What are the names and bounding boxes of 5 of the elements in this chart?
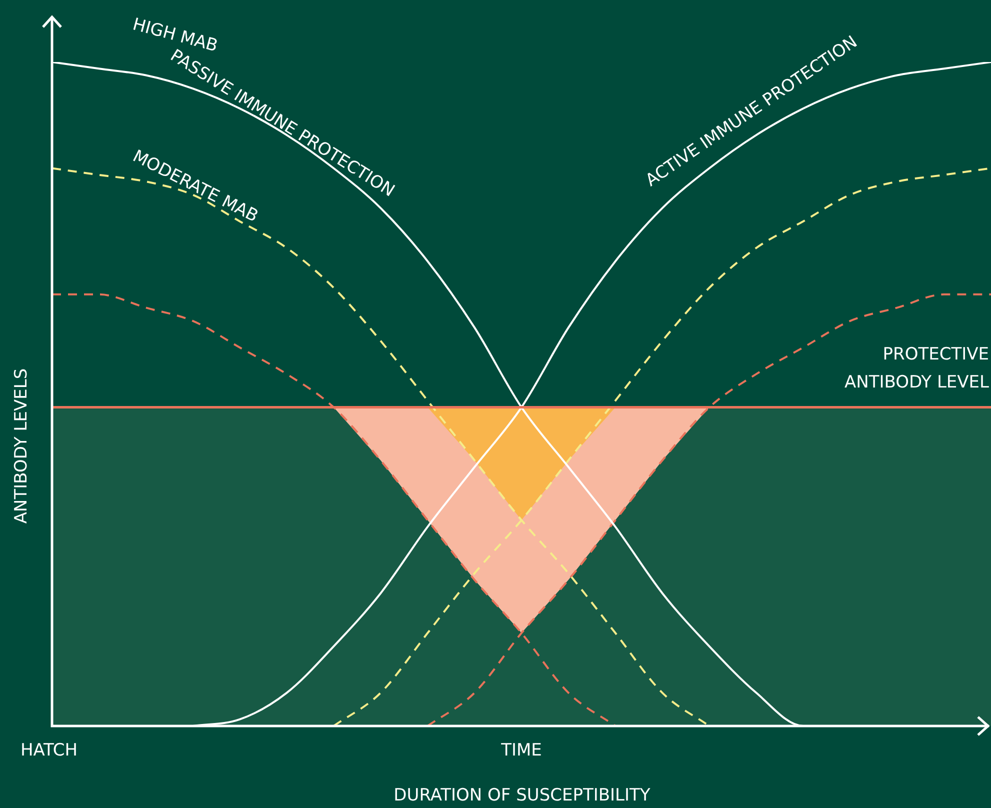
text: HATCH: [20, 740, 78, 760]
y-axis-title: ANTIBODY LEVELS: [11, 368, 32, 524]
x-axis-title: TIME: [500, 740, 542, 760]
text: DURATION OF SUSCEPTIBILITY: [394, 785, 651, 806]
ref-line-label: PROTECTIVE ANTIBODY LEVEL: [844, 344, 990, 392]
